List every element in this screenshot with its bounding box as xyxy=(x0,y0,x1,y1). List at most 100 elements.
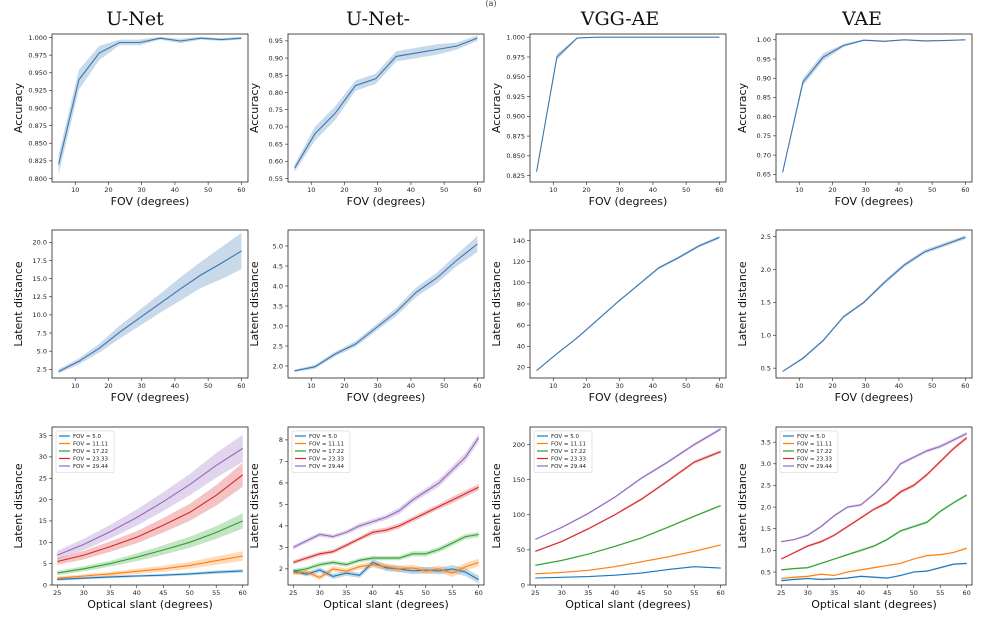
y-tick-label: 2.5 xyxy=(761,482,771,490)
x-tick-label: 45 xyxy=(159,589,167,597)
confidence-band xyxy=(782,235,966,373)
x-tick-label: 55 xyxy=(448,589,456,597)
legend-entry: FOV = 17.22 xyxy=(73,449,108,455)
x-tick-label: 30 xyxy=(374,382,382,390)
plot-frame xyxy=(529,426,727,586)
y-tick-label: 15 xyxy=(39,517,47,525)
legend-box xyxy=(55,430,115,473)
y-tick-label: 12.5 xyxy=(33,293,47,301)
chart-panel-0: 10 20 30 40 50 60 0.800 0.825 0.850 0.875 0.900 0.9… xyxy=(12,33,249,208)
x-tick-label: 60 xyxy=(237,382,245,390)
y-tick-label: 0.75 xyxy=(757,132,771,140)
x-tick-label: 25 xyxy=(531,589,539,597)
chart-panel-11: 25 30 35 40 45 50 55 60 0.5 1.0 1.5 2.0 2.5 3.0 3.5 Opt… xyxy=(736,426,973,611)
legend-entry: FOV = 5.0 xyxy=(551,434,580,440)
chart-panel-4: 10 20 30 40 50 60 2.5 5.0 7.5 10.0 12.5 15.0 17.5 20.… xyxy=(12,229,249,404)
confidence-band xyxy=(535,544,721,575)
y-tick-label: 20 xyxy=(517,364,525,372)
y-axis-label: Latent distance xyxy=(490,261,503,347)
series-line xyxy=(293,561,479,579)
y-tick-label: 60 xyxy=(517,321,525,329)
y-tick-label: 2 xyxy=(279,565,283,573)
x-axis-label: Optical slant (degrees) xyxy=(811,598,937,611)
y-tick-label: 100 xyxy=(513,279,525,287)
x-tick-label: 10 xyxy=(549,186,557,194)
legend-entry: FOV = 23.33 xyxy=(309,457,345,463)
y-tick-label: 20 xyxy=(39,496,47,504)
legend-box xyxy=(779,430,839,473)
plot-frame xyxy=(775,426,973,586)
y-tick-label: 1.0 xyxy=(761,332,771,340)
chart-panels: 10 20 30 40 50 600.8000.8250.8500.8750.9000.9… xyxy=(12,33,973,611)
x-tick-label: 30 xyxy=(316,589,324,597)
y-tick-label: 0.875 xyxy=(28,122,47,130)
y-tick-label: 0.950 xyxy=(28,69,47,77)
x-tick-label: 40 xyxy=(895,186,903,194)
y-tick-label: 0.850 xyxy=(28,140,47,148)
y-tick-label: 0.75 xyxy=(269,106,283,114)
y-tick-label: 0.5 xyxy=(761,364,771,372)
y-tick-label: 5 xyxy=(43,560,47,568)
y-tick-label: 0.90 xyxy=(757,75,771,83)
x-tick-label: 60 xyxy=(717,589,725,597)
series-line xyxy=(781,437,968,560)
x-tick-label: 30 xyxy=(804,589,812,597)
x-tick-label: 50 xyxy=(664,589,672,597)
x-tick-label: 40 xyxy=(611,589,619,597)
x-tick-label: 55 xyxy=(936,589,944,597)
series-line xyxy=(535,428,721,540)
y-axis-label: Accuracy xyxy=(12,82,25,133)
confidence-band xyxy=(57,462,243,565)
y-tick-label: 0.950 xyxy=(506,73,525,81)
y-tick-label: 100 xyxy=(513,511,525,519)
x-tick-label: 20 xyxy=(828,382,836,390)
x-axis-label: FOV (degrees) xyxy=(589,391,668,404)
series-line xyxy=(294,37,478,169)
series-line xyxy=(781,494,967,571)
x-axis-label: Optical slant (degrees) xyxy=(565,598,691,611)
confidence-band xyxy=(782,39,966,174)
x-tick-label: 60 xyxy=(239,589,247,597)
series-line xyxy=(781,547,967,580)
x-tick-label: 20 xyxy=(104,382,112,390)
y-tick-label: 0.925 xyxy=(28,87,47,95)
y-tick-label: 0.80 xyxy=(757,113,771,121)
x-tick-label: 50 xyxy=(186,589,194,597)
x-tick-label: 10 xyxy=(549,382,557,390)
legend-entry: FOV = 11.11 xyxy=(551,442,586,448)
confidence-band xyxy=(58,232,242,374)
y-tick-label: 0 xyxy=(521,581,525,589)
legend-entry: FOV = 17.22 xyxy=(309,449,344,455)
y-tick-label: 0.65 xyxy=(269,140,283,148)
x-tick-label: 35 xyxy=(830,589,838,597)
chart-panel-3: 10 20 30 40 50 60 0.65 0.70 0.75 0.80 0.85 0.90 0.95… xyxy=(736,33,973,208)
x-tick-label: 60 xyxy=(473,186,481,194)
legend-entry: FOV = 5.0 xyxy=(73,434,102,440)
y-tick-label: 3 xyxy=(279,544,283,552)
confidence-band xyxy=(58,36,242,175)
series-line xyxy=(536,36,720,172)
x-tick-label: 50 xyxy=(928,382,936,390)
y-tick-label: 4.0 xyxy=(273,282,283,290)
plot-frame xyxy=(51,229,249,379)
legend-entry: FOV = 29.44 xyxy=(797,464,833,470)
series-line xyxy=(57,555,243,579)
x-tick-label: 20 xyxy=(340,186,348,194)
x-tick-label: 50 xyxy=(910,589,918,597)
chart-panel-5: 10 20 30 40 50 60 2.0 2.5 3.0 3.5 4.0 4.5 5.0 FOV (de… xyxy=(248,229,485,404)
x-tick-label: 10 xyxy=(307,382,315,390)
legend-box xyxy=(291,430,351,473)
x-tick-label: 60 xyxy=(963,589,971,597)
y-tick-label: 3.0 xyxy=(273,322,283,330)
figure-top-label: (a) xyxy=(485,0,496,8)
series-line xyxy=(535,544,721,575)
x-tick-label: 30 xyxy=(138,382,146,390)
y-tick-label: 0.80 xyxy=(269,89,283,97)
x-tick-label: 40 xyxy=(857,589,865,597)
series-line xyxy=(781,562,967,582)
series-line xyxy=(57,520,243,574)
y-axis-label: Latent distance xyxy=(248,463,261,549)
y-tick-label: 1.0 xyxy=(761,547,771,555)
